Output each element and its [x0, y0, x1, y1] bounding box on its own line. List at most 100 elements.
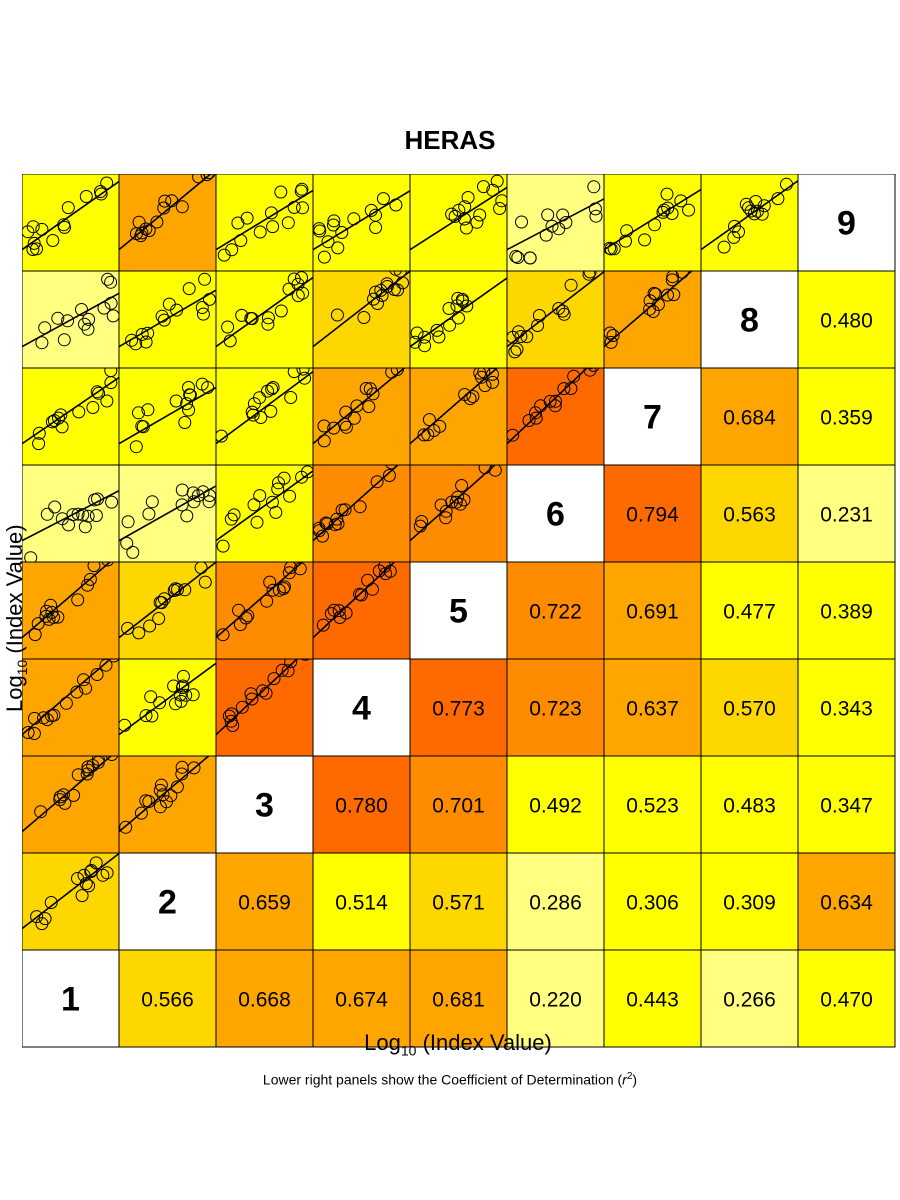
- regression-line: [507, 271, 604, 348]
- scatter-point: [178, 583, 192, 597]
- scatter-point: [339, 420, 353, 434]
- r2-value: 0.571: [432, 892, 485, 915]
- scatter-panel: [215, 270, 314, 369]
- scatter-point: [75, 303, 88, 316]
- scatter-point: [269, 505, 283, 519]
- scatter-point: [564, 278, 578, 292]
- scatter-point: [57, 788, 70, 802]
- r2-panel: 0.691: [603, 561, 702, 660]
- scatter-point: [495, 194, 507, 208]
- index-label: 4: [352, 690, 371, 728]
- r2-value: 0.684: [723, 407, 776, 430]
- scatter-point: [459, 221, 473, 235]
- scatter-point: [638, 233, 652, 247]
- scatter-point: [81, 763, 95, 777]
- scatter-point: [267, 672, 281, 686]
- scatter-point: [101, 272, 115, 286]
- r2-value: 0.794: [626, 504, 679, 527]
- scatter-point: [507, 428, 520, 442]
- scatter-point: [245, 692, 259, 706]
- scatter-point: [223, 334, 237, 348]
- scatter-point: [86, 401, 100, 414]
- scatter-point: [121, 515, 135, 529]
- r2-value: 0.570: [723, 698, 776, 721]
- scatter-point: [515, 215, 528, 229]
- r2-value: 0.637: [626, 698, 679, 721]
- scatter-point: [313, 524, 326, 538]
- scatter-point: [415, 515, 429, 528]
- scatter-point: [385, 368, 399, 379]
- scatter-point: [396, 276, 409, 290]
- scatter-point: [104, 368, 118, 378]
- scatter-point: [475, 370, 488, 384]
- r2-value: 0.668: [238, 989, 291, 1012]
- r2-panel: 0.634: [797, 852, 896, 951]
- scatter-point: [134, 229, 148, 243]
- scatter-point: [780, 177, 793, 191]
- scatter-point: [135, 327, 149, 341]
- scatter-panel: [603, 174, 702, 272]
- scatter-point: [24, 551, 38, 562]
- scatter-point: [81, 578, 94, 592]
- diagonal-panel-6: 6: [506, 464, 605, 563]
- scatter-point: [187, 495, 201, 509]
- scatter-point: [221, 320, 235, 334]
- scatter-point: [372, 564, 386, 578]
- scatter-point: [173, 688, 187, 702]
- scatter-point: [132, 406, 145, 420]
- scatter-point: [387, 283, 401, 296]
- scatter-point: [532, 309, 546, 322]
- scatter-point: [54, 408, 68, 422]
- scatter-point: [27, 727, 41, 740]
- scatter-point: [449, 495, 463, 509]
- scatter-point: [523, 251, 537, 265]
- scatter-point: [224, 512, 238, 526]
- scatter-point: [281, 664, 295, 678]
- scatter-point: [250, 515, 264, 529]
- r2-panel: 0.359: [797, 367, 896, 466]
- scatter-point: [90, 385, 104, 399]
- scatter-point: [606, 329, 620, 342]
- scatter-point: [445, 207, 459, 221]
- scatter-point: [78, 520, 92, 534]
- r2-panel: 0.570: [700, 658, 799, 757]
- scatter-point: [160, 795, 173, 809]
- scatter-point: [155, 309, 169, 323]
- scatter-point: [552, 302, 566, 315]
- r2-panel: 0.523: [603, 755, 702, 854]
- scatter-point: [157, 313, 171, 327]
- scatter-point: [330, 512, 344, 526]
- r2-panel: 0.480: [797, 270, 896, 369]
- scatter-point: [79, 681, 93, 695]
- scatter-point: [153, 783, 167, 797]
- scatter-point: [153, 595, 167, 609]
- scatter-point: [84, 865, 98, 879]
- scatter-point: [422, 413, 436, 427]
- scatter-point: [81, 760, 95, 774]
- scatter-point: [119, 718, 132, 732]
- scatter-point: [272, 476, 285, 490]
- scatter-point: [38, 912, 52, 926]
- scatter-point: [182, 403, 196, 417]
- index-label: 6: [546, 496, 565, 534]
- scatter-panel: [409, 367, 508, 466]
- r2-panel: 0.343: [797, 658, 896, 757]
- scatter-point: [557, 382, 571, 396]
- scatter-point: [247, 498, 261, 512]
- scatter-point: [295, 182, 309, 196]
- r2-value: 0.701: [432, 795, 485, 818]
- scatter-point: [153, 696, 167, 710]
- scatter-point: [552, 222, 566, 236]
- scatter-point: [509, 249, 523, 263]
- scatter-point: [58, 796, 72, 810]
- scatter-point: [192, 174, 206, 184]
- scatter-point: [366, 387, 380, 401]
- scatter-panel: [409, 270, 508, 369]
- r2-value: 0.523: [626, 795, 679, 818]
- scatter-point: [180, 509, 194, 523]
- r2-value: 0.266: [723, 989, 776, 1012]
- scatter-point: [313, 222, 326, 236]
- diagonal-panel-7: 7: [603, 367, 702, 466]
- scatter-point: [232, 603, 245, 617]
- scatter-point: [296, 368, 310, 376]
